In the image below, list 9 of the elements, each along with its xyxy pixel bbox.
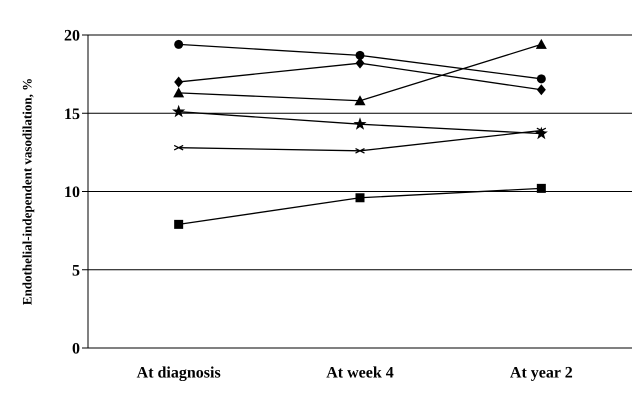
y-tick-label: 0	[72, 340, 80, 358]
y-axis-title: Endothelial-independent vasodilation, %	[20, 78, 35, 306]
y-tick-label: 15	[64, 106, 80, 123]
y-tick-label: 10	[64, 184, 80, 202]
y-tick-label: 20	[64, 28, 80, 45]
y-tick-label: 5	[72, 262, 80, 280]
x-tick-label: At diagnosis	[136, 364, 221, 382]
x-tick-label: At year 2	[510, 364, 573, 382]
x-tick-label: At week 4	[326, 364, 394, 382]
